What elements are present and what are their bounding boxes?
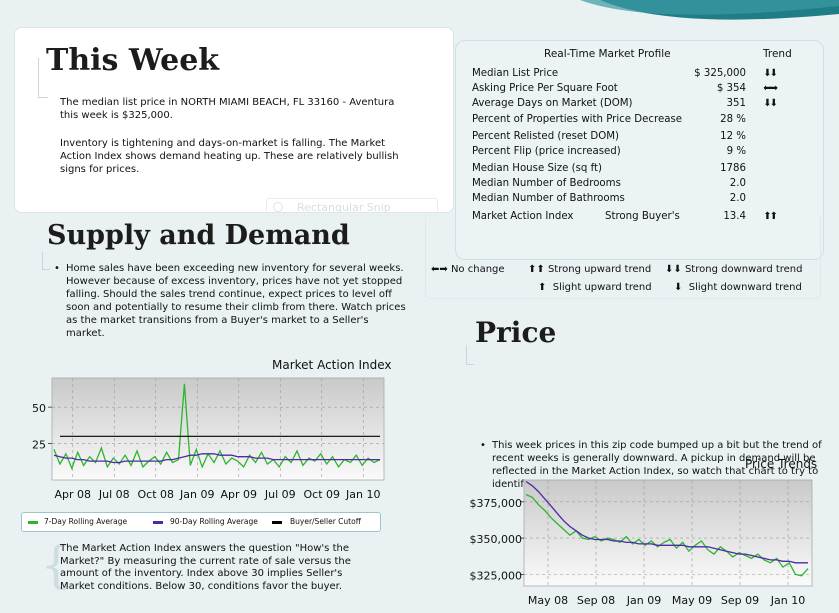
profile-row: Average Days on Market (DOM) 351 ⬇⬇ bbox=[472, 98, 778, 109]
profile-row: Median List Price $ 325,000 ⬇⬇ bbox=[472, 68, 778, 79]
strong-up-icon: ⬆⬆ bbox=[528, 264, 545, 275]
header-swoosh bbox=[580, 0, 839, 20]
series-line-90-day-rolling-average bbox=[53, 453, 380, 464]
trend-legend-box bbox=[425, 213, 821, 299]
x-tick-label: Jul 09 bbox=[264, 488, 296, 501]
x-tick-label: Jan 09 bbox=[626, 594, 661, 607]
y-tick-label: 25 bbox=[32, 439, 46, 452]
this-week-para2: Inventory is tightening and days-on-mark… bbox=[60, 138, 399, 175]
strong-down-icon: ⬇⬇ bbox=[665, 264, 682, 275]
x-tick-label: Jan 09 bbox=[179, 488, 214, 501]
legend-label-90day: 90-Day Rolling Average bbox=[170, 517, 258, 526]
legend-label-cutoff: Buyer/Seller Cutoff bbox=[290, 517, 361, 526]
price-title: Price bbox=[475, 316, 557, 349]
series-line-90-day bbox=[525, 480, 808, 564]
snip-label: Rectangular Snip bbox=[297, 201, 391, 214]
mai-note-text: The Market Action Index answers the ques… bbox=[60, 543, 351, 592]
supply-text: Home sales have been exceeding new inven… bbox=[54, 262, 410, 340]
trend-icon: ⬅➡ bbox=[763, 83, 778, 94]
x-tick-label: Apr 08 bbox=[54, 488, 91, 501]
legend-label-7day: 7-Day Rolling Average bbox=[44, 517, 128, 526]
mai-note-brace: { bbox=[40, 536, 72, 594]
snip-ghost-button[interactable]: Rectangular Snip bbox=[266, 198, 438, 216]
legend-strong-up: ⬆⬆ Strong upward trend bbox=[528, 264, 652, 275]
legend-slight-down: ⬇ Slight downward trend bbox=[674, 282, 802, 293]
profile-row: Market Action Index Strong Buyer's 13.4 ⬆⬆ bbox=[472, 211, 778, 222]
legend-swatch-black bbox=[272, 521, 282, 524]
x-tick-label: Jul 08 bbox=[98, 488, 130, 501]
no-change-icon: ⬅➡ bbox=[431, 264, 448, 275]
price-chart-title: Price Trends bbox=[745, 457, 818, 471]
x-tick-label: Sep 08 bbox=[577, 594, 615, 607]
this-week-title: This Week bbox=[46, 43, 220, 78]
this-week-para1: The median list price in NORTH MIAMI BEA… bbox=[60, 97, 395, 121]
profile-row: Median Number of Bathrooms 2.0 bbox=[472, 193, 746, 204]
x-tick-label: Oct 09 bbox=[303, 488, 340, 501]
profile-row: Percent Relisted (reset DOM) 12 % bbox=[472, 131, 746, 142]
mai-chart: Apr 08 Jul 08 Oct 08 Jan 09 Apr 09 Jul 09 Oct … bbox=[32, 377, 385, 501]
legend-strong-down: ⬇⬇ Strong downward trend bbox=[665, 264, 803, 275]
legend-swatch-green bbox=[28, 521, 38, 524]
mai-chart-title: Market Action Index bbox=[272, 358, 392, 372]
snip-icon bbox=[273, 202, 283, 212]
slight-down-icon: ⬇ bbox=[674, 282, 683, 293]
mai-legend bbox=[21, 512, 381, 532]
y-tick-label: $350,000 bbox=[470, 533, 523, 546]
trend-icon: ⬇⬇ bbox=[763, 68, 778, 79]
x-tick-label: Apr 09 bbox=[220, 488, 257, 501]
y-tick-label: $375,000 bbox=[470, 497, 523, 510]
supply-bracket bbox=[42, 252, 50, 270]
legend-slight-up: ⬆ Slight upward trend bbox=[538, 282, 652, 293]
y-tick-label: 50 bbox=[32, 402, 46, 415]
profile-row: Percent Flip (price increased) 9 % bbox=[472, 146, 746, 157]
x-tick-label: Oct 08 bbox=[137, 488, 174, 501]
series-line-7-day-rolling-average bbox=[53, 383, 381, 471]
x-tick-label: May 08 bbox=[528, 594, 568, 607]
series-line-7-day bbox=[525, 493, 809, 577]
price-bracket bbox=[466, 345, 474, 365]
price-chart: May 08 Sep 08 Jan 09 May 09 Sep 09 Jan 10 $325… bbox=[470, 479, 813, 607]
trend-icon: ⬇⬇ bbox=[763, 98, 778, 109]
profile-trend-header: Trend bbox=[763, 48, 792, 60]
profile-title: Real-Time Market Profile bbox=[544, 48, 671, 60]
trend-icon: ⬆⬆ bbox=[763, 211, 778, 222]
x-tick-label: Jan 10 bbox=[345, 488, 380, 501]
plot-area bbox=[51, 377, 385, 481]
supply-title: Supply and Demand bbox=[47, 220, 350, 251]
profile-row: Asking Price Per Square Foot $ 354 ⬅➡ bbox=[472, 83, 778, 94]
x-tick-label: May 09 bbox=[672, 594, 712, 607]
profile-row: Percent of Properties with Price Decreas… bbox=[472, 114, 746, 125]
legend-swatch-purple bbox=[153, 521, 163, 524]
legend-no-change: ⬅➡ No change bbox=[431, 264, 505, 275]
profile-row: Median Number of Bedrooms 2.0 bbox=[472, 178, 746, 189]
this-week-panel bbox=[14, 27, 454, 213]
slight-up-icon: ⬆ bbox=[538, 282, 547, 293]
profile-row: Median House Size (sq ft) 1786 bbox=[472, 163, 746, 174]
market-profile-panel: Real-Time Market Profile Trend Median Li… bbox=[455, 40, 824, 260]
this-week-bracket bbox=[38, 58, 48, 98]
y-tick-label: $325,000 bbox=[470, 569, 523, 582]
x-tick-label: Sep 09 bbox=[721, 594, 759, 607]
x-tick-label: Jan 10 bbox=[770, 594, 805, 607]
